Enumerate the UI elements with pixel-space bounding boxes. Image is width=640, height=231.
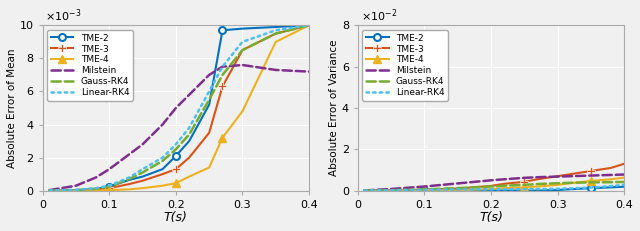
Legend: TME-2, TME-3, TME-4, Milstein, Gauss-RK4, Linear-RK4: TME-2, TME-3, TME-4, Milstein, Gauss-RK4…	[362, 30, 448, 101]
X-axis label: T(s): T(s)	[164, 211, 188, 224]
Y-axis label: Absolute Error of Variance: Absolute Error of Variance	[329, 40, 339, 176]
Text: $\times 10^{-2}$: $\times 10^{-2}$	[360, 7, 397, 24]
X-axis label: T(s): T(s)	[479, 211, 503, 224]
Text: $\times 10^{-3}$: $\times 10^{-3}$	[45, 7, 82, 24]
Legend: TME-2, TME-3, TME-4, Milstein, Gauss-RK4, Linear-RK4: TME-2, TME-3, TME-4, Milstein, Gauss-RK4…	[47, 30, 133, 101]
Y-axis label: Absolute Error of Mean: Absolute Error of Mean	[7, 48, 17, 168]
